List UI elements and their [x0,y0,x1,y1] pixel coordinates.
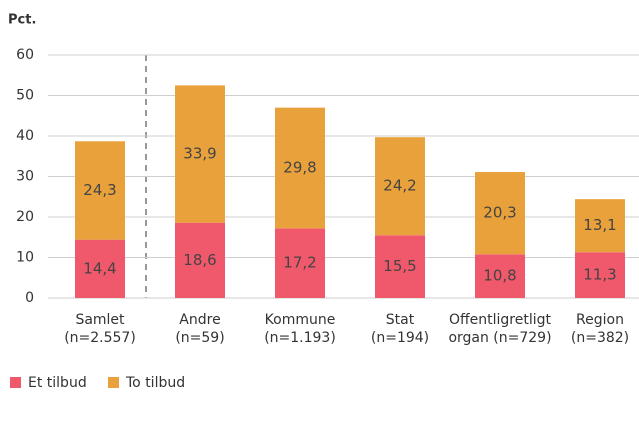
x-tick-label: Kommune [265,312,336,328]
x-tick-label: Stat [386,312,415,328]
value-label: 13,1 [583,216,616,234]
x-tick-label: (n=1.193) [264,330,336,346]
value-label: 11,3 [583,266,616,284]
x-tick-label: Andre [179,312,220,328]
x-tick-label: Samlet [75,312,125,328]
legend-label: Et tilbud [28,375,87,391]
x-tick-label: (n=59) [175,330,224,346]
bar-segment [175,222,225,298]
bar-segment [275,107,325,229]
y-tick-label: 40 [16,128,34,144]
x-tick-label: (n=2.557) [64,330,136,346]
bar-segment [575,252,625,298]
bar-segment [375,137,425,236]
x-tick-label: organ (n=729) [448,330,551,346]
x-tick-label: (n=382) [571,330,629,346]
legend-swatch [10,377,21,388]
bar-segment [475,172,525,255]
bar-segment [75,141,125,240]
bar-segment [75,239,125,298]
legend-swatch [108,377,119,388]
value-label: 24,3 [83,181,116,199]
y-tick-label: 20 [16,209,34,225]
y-tick-label: 0 [25,290,34,306]
x-tick-label: (n=194) [371,330,429,346]
y-tick-label: 60 [16,47,34,63]
value-label: 20,3 [483,204,516,222]
value-label: 18,6 [183,251,216,269]
bar-segment [275,228,325,298]
y-axis-label: Pct. [8,13,36,28]
bar-segment [475,254,525,298]
bar-segment [175,85,225,223]
value-label: 10,8 [483,267,516,285]
legend-label: To tilbud [125,375,185,391]
bar-segment [375,235,425,298]
y-tick-label: 10 [16,250,34,266]
bar-segment [575,199,625,253]
y-tick-label: 50 [16,88,34,104]
value-label: 14,4 [83,259,116,277]
value-label: 29,8 [283,158,316,176]
value-label: 15,5 [383,257,416,275]
value-label: 24,2 [383,177,416,195]
value-label: 33,9 [183,145,216,163]
value-label: 17,2 [283,254,316,272]
x-tick-label: Region [576,312,624,328]
y-tick-label: 30 [16,169,34,185]
x-tick-label: Offentligretligt [449,312,552,328]
